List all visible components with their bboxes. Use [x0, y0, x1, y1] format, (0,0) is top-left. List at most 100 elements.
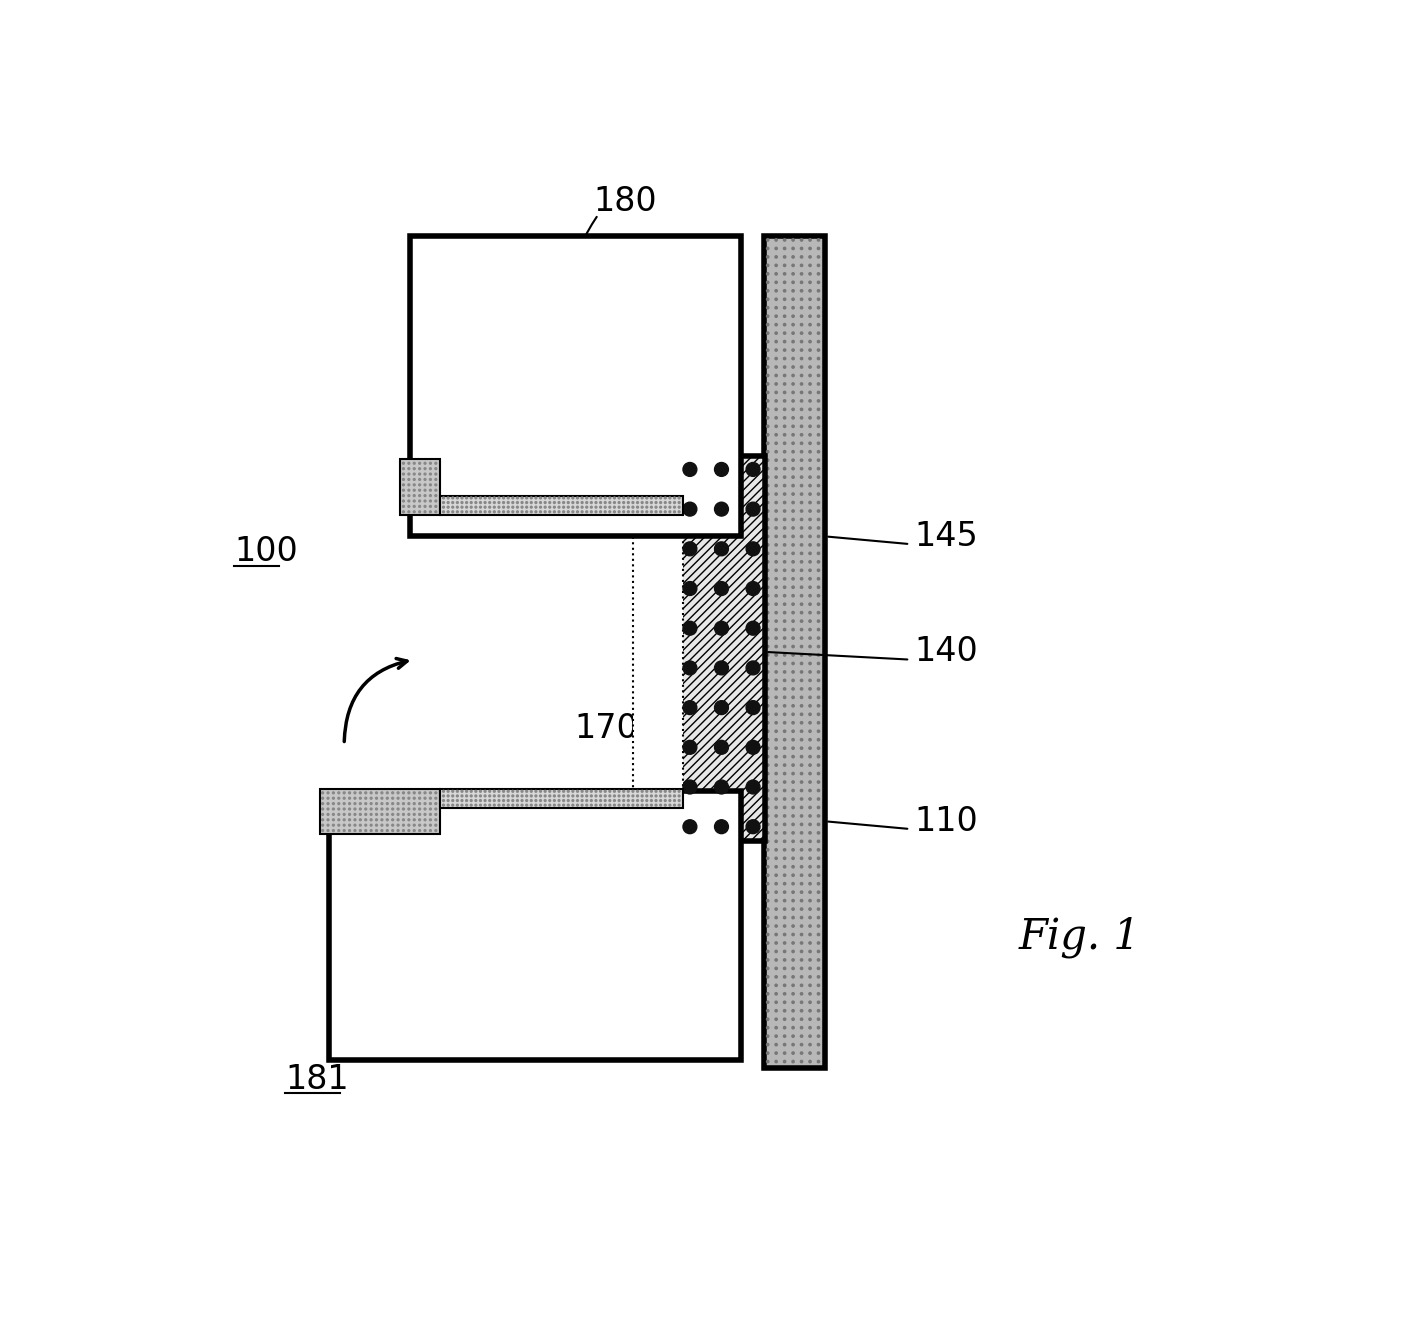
Circle shape — [434, 484, 437, 485]
Circle shape — [434, 505, 437, 508]
Circle shape — [800, 688, 803, 690]
Circle shape — [577, 800, 579, 801]
Circle shape — [792, 841, 794, 842]
Circle shape — [343, 808, 345, 810]
Circle shape — [370, 808, 373, 810]
Circle shape — [650, 790, 653, 792]
Circle shape — [775, 688, 778, 690]
Circle shape — [419, 830, 420, 831]
Circle shape — [783, 671, 786, 674]
Circle shape — [678, 790, 679, 792]
Circle shape — [783, 1001, 786, 1004]
Circle shape — [457, 800, 458, 801]
Circle shape — [808, 934, 811, 936]
Circle shape — [497, 507, 500, 508]
Circle shape — [766, 611, 769, 614]
Circle shape — [783, 552, 786, 554]
Circle shape — [497, 501, 500, 504]
Circle shape — [783, 1009, 786, 1012]
Circle shape — [808, 883, 811, 884]
Circle shape — [808, 399, 811, 402]
Circle shape — [558, 511, 560, 513]
Circle shape — [364, 808, 367, 810]
Circle shape — [766, 789, 769, 792]
Circle shape — [800, 561, 803, 564]
Circle shape — [628, 497, 629, 499]
Circle shape — [817, 704, 820, 707]
Circle shape — [511, 511, 514, 513]
Circle shape — [808, 408, 811, 411]
Circle shape — [766, 1009, 769, 1012]
Circle shape — [646, 796, 647, 797]
Circle shape — [800, 789, 803, 792]
Circle shape — [682, 463, 696, 476]
Circle shape — [322, 792, 324, 794]
Circle shape — [636, 796, 639, 797]
Circle shape — [549, 800, 551, 801]
Circle shape — [360, 802, 361, 805]
Circle shape — [766, 1052, 769, 1054]
Circle shape — [783, 289, 786, 292]
Circle shape — [521, 800, 523, 801]
Circle shape — [808, 993, 811, 994]
Circle shape — [664, 800, 667, 801]
Circle shape — [792, 526, 794, 529]
Circle shape — [370, 802, 373, 805]
Circle shape — [766, 908, 769, 910]
Circle shape — [525, 497, 528, 499]
Circle shape — [408, 808, 409, 810]
Circle shape — [766, 484, 769, 487]
Circle shape — [775, 298, 778, 301]
Circle shape — [808, 281, 811, 284]
Circle shape — [517, 511, 518, 513]
Circle shape — [792, 341, 794, 342]
Circle shape — [465, 501, 468, 504]
Circle shape — [817, 926, 820, 927]
Circle shape — [800, 442, 803, 444]
Circle shape — [471, 800, 472, 801]
Circle shape — [413, 500, 415, 503]
Circle shape — [430, 830, 432, 831]
Circle shape — [817, 806, 820, 809]
Circle shape — [370, 797, 373, 800]
Circle shape — [503, 805, 504, 806]
Circle shape — [800, 646, 803, 647]
Circle shape — [792, 688, 794, 690]
Circle shape — [783, 967, 786, 969]
Circle shape — [507, 800, 509, 801]
Circle shape — [443, 497, 444, 499]
Circle shape — [553, 790, 555, 792]
Circle shape — [800, 823, 803, 826]
Circle shape — [800, 849, 803, 851]
Circle shape — [392, 825, 394, 826]
Circle shape — [525, 501, 528, 504]
Circle shape — [800, 891, 803, 894]
Circle shape — [511, 501, 514, 504]
Circle shape — [766, 383, 769, 385]
Circle shape — [628, 790, 629, 792]
Circle shape — [808, 857, 811, 859]
Circle shape — [567, 501, 569, 504]
Circle shape — [413, 813, 415, 815]
Circle shape — [783, 399, 786, 402]
Circle shape — [766, 1044, 769, 1046]
Circle shape — [783, 866, 786, 869]
Circle shape — [800, 603, 803, 606]
Circle shape — [783, 908, 786, 910]
Circle shape — [800, 959, 803, 961]
Circle shape — [338, 825, 339, 826]
Circle shape — [465, 507, 468, 508]
Circle shape — [783, 959, 786, 961]
Circle shape — [775, 256, 778, 259]
Circle shape — [447, 790, 450, 792]
Circle shape — [656, 805, 657, 806]
Circle shape — [354, 813, 356, 815]
Circle shape — [590, 511, 593, 513]
Circle shape — [682, 582, 696, 595]
Circle shape — [354, 830, 356, 831]
Circle shape — [800, 544, 803, 546]
Circle shape — [775, 391, 778, 394]
Circle shape — [674, 805, 675, 806]
Circle shape — [419, 468, 420, 469]
Circle shape — [642, 511, 643, 513]
